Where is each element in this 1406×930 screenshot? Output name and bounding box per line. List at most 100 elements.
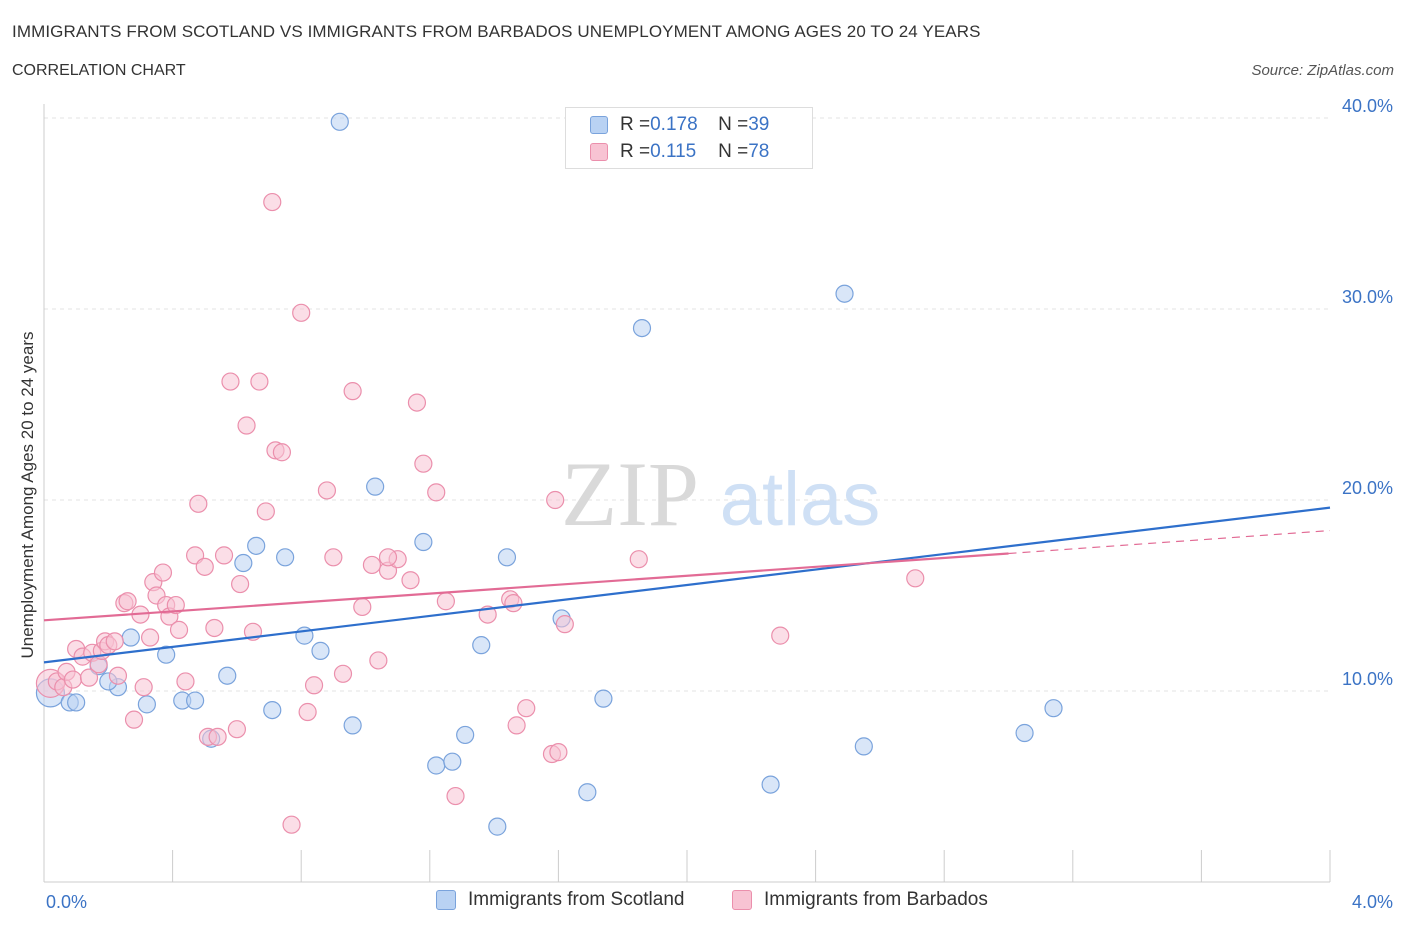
data-point-scotland xyxy=(343,716,362,735)
data-point-barbados xyxy=(256,502,275,521)
data-point-scotland xyxy=(578,783,597,802)
data-point-barbados xyxy=(362,555,382,575)
legend-r-label: R = xyxy=(620,141,651,162)
watermark-zip: ZIP xyxy=(561,443,699,545)
chart-subtitle: CORRELATION CHART xyxy=(12,62,186,79)
data-point-barbados xyxy=(250,372,269,391)
data-point-barbados xyxy=(427,483,446,502)
stats-legend: R = 0.178 N = 39 R = 0.115 N = 78 xyxy=(565,107,813,169)
data-point-barbados xyxy=(134,678,153,697)
data-point-scotland xyxy=(456,725,475,745)
data-point-barbados xyxy=(282,815,301,834)
data-point-barbados xyxy=(221,372,240,391)
data-point-barbados xyxy=(343,382,362,401)
data-point-scotland xyxy=(186,691,205,710)
x-tick-label: 0.0% xyxy=(46,892,87,912)
data-point-barbados xyxy=(237,416,256,435)
legend-r-label: R = xyxy=(620,114,651,135)
data-point-scotland xyxy=(497,548,517,567)
legend-swatch-scotland xyxy=(590,116,608,134)
legend-label-scotland: Immigrants from Scotland xyxy=(468,889,685,910)
data-point-barbados xyxy=(292,303,311,322)
data-point-scotland xyxy=(234,553,253,573)
gridlines xyxy=(44,117,1330,692)
legend-row-scotland: R = 0.178 N = 39 xyxy=(590,113,769,137)
tick-labels: 10.0% 20.0% 30.0% 40.0% 0.0% 4.0% xyxy=(46,96,1393,912)
legend-swatch-scotland xyxy=(436,890,456,910)
data-point-scotland xyxy=(488,817,507,836)
data-point-scotland xyxy=(472,636,491,655)
data-point-barbados xyxy=(205,618,224,638)
data-point-barbados xyxy=(169,620,189,639)
legend-n-label: N = xyxy=(718,114,749,135)
data-point-scotland xyxy=(443,752,462,771)
legend-label-barbados: Immigrants from Barbados xyxy=(764,889,988,910)
watermark: ZIP atlas xyxy=(561,443,880,545)
data-point-barbados xyxy=(79,668,99,687)
data-point-barbados xyxy=(549,743,568,762)
data-point-barbados xyxy=(555,615,574,634)
legend-n-value: 39 xyxy=(748,114,770,135)
legend-item-barbados[interactable]: Immigrants from Barbados xyxy=(732,889,988,911)
legend-r-value: 0.178 xyxy=(650,114,698,135)
data-point-barbados xyxy=(414,454,433,473)
data-point-barbados xyxy=(140,628,160,647)
data-point-barbados xyxy=(317,481,337,500)
y-axis-label: Unemployment Among Ages 20 to 24 years xyxy=(18,332,37,659)
data-point-scotland xyxy=(366,477,385,496)
trend-line-barbados-extension xyxy=(1008,529,1331,555)
data-point-barbados xyxy=(353,597,372,617)
data-point-barbados xyxy=(63,670,83,689)
data-point-barbados xyxy=(298,702,317,722)
trend-line-scotland xyxy=(43,506,1331,664)
data-point-barbados xyxy=(369,651,388,670)
y-tick-label: 30.0% xyxy=(1342,287,1393,307)
data-point-barbados xyxy=(263,192,282,212)
data-point-scotland xyxy=(1044,699,1063,718)
series-legend: Immigrants from Scotland Immigrants from… xyxy=(0,889,1406,915)
data-point-scotland xyxy=(414,532,433,552)
data-point-scotland xyxy=(427,756,446,775)
data-point-scotland xyxy=(67,693,86,712)
x-tick-label: 4.0% xyxy=(1352,892,1393,912)
legend-item-scotland[interactable]: Immigrants from Scotland xyxy=(436,889,684,911)
data-point-barbados xyxy=(546,490,565,510)
legend-row-barbados: R = 0.115 N = 78 xyxy=(590,140,769,164)
data-point-scotland xyxy=(594,689,613,708)
legend-n-label: N = xyxy=(718,141,749,162)
data-point-scotland xyxy=(276,548,295,567)
data-point-scotland xyxy=(218,666,237,685)
data-point-barbados xyxy=(507,716,526,735)
data-point-barbados xyxy=(214,546,234,565)
data-point-barbados xyxy=(195,557,214,576)
data-point-scotland xyxy=(1015,723,1034,743)
data-point-barbados xyxy=(118,592,137,611)
data-point-scotland xyxy=(632,319,652,338)
data-point-scotland xyxy=(247,536,266,555)
data-point-barbados xyxy=(771,626,790,645)
data-point-barbados xyxy=(629,550,648,569)
data-point-barbados xyxy=(324,548,343,567)
chart-title: IMMIGRANTS FROM SCOTLAND VS IMMIGRANTS F… xyxy=(12,22,981,41)
data-point-barbados xyxy=(208,727,227,746)
data-point-barbados xyxy=(153,563,173,582)
data-point-scotland xyxy=(761,775,780,794)
data-point-barbados xyxy=(166,595,185,615)
trend-line-barbados xyxy=(43,552,1009,622)
data-point-scotland xyxy=(121,628,140,647)
data-point-barbados xyxy=(401,571,420,590)
data-point-scotland xyxy=(835,284,854,303)
legend-swatch-barbados xyxy=(732,890,752,910)
data-point-barbados xyxy=(407,393,427,412)
series-scotland-points xyxy=(35,112,1063,836)
legend-swatch-barbados xyxy=(590,143,608,161)
data-point-barbados xyxy=(231,574,250,594)
data-point-scotland xyxy=(311,641,330,660)
legend-r-value: 0.115 xyxy=(650,141,697,162)
axes xyxy=(43,104,1331,883)
data-point-barbados xyxy=(124,710,144,729)
data-point-barbados xyxy=(227,720,246,739)
data-point-barbados xyxy=(446,786,465,806)
y-tick-label: 20.0% xyxy=(1342,478,1393,498)
